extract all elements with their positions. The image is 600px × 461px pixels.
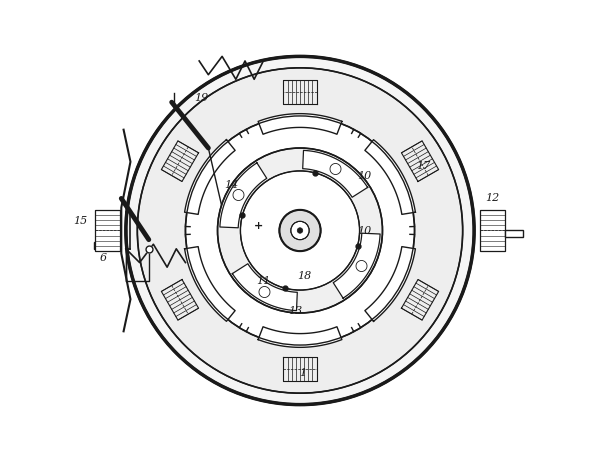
Circle shape [291, 221, 309, 240]
Text: 13: 13 [288, 306, 302, 316]
Circle shape [241, 171, 359, 290]
Circle shape [218, 148, 382, 313]
Text: +: + [254, 221, 263, 231]
Polygon shape [258, 114, 342, 134]
Text: 11: 11 [256, 276, 271, 286]
Bar [505, 230, 523, 237]
Polygon shape [333, 233, 380, 298]
Text: 19: 19 [194, 93, 209, 103]
Circle shape [185, 116, 415, 345]
Polygon shape [302, 150, 368, 197]
Circle shape [137, 68, 463, 393]
Text: 1: 1 [299, 367, 306, 378]
Text: 12: 12 [485, 194, 500, 203]
Circle shape [126, 56, 474, 405]
Polygon shape [232, 264, 298, 311]
Polygon shape [365, 247, 415, 321]
Polygon shape [185, 247, 235, 321]
Polygon shape [258, 327, 342, 347]
Text: 17: 17 [416, 161, 431, 171]
Polygon shape [220, 163, 267, 228]
Polygon shape [365, 140, 415, 214]
Text: 6: 6 [100, 253, 107, 263]
Text: 10: 10 [357, 171, 371, 181]
Circle shape [297, 228, 303, 233]
Bar [95, 210, 120, 251]
Text: 15: 15 [73, 216, 87, 226]
Text: 10: 10 [357, 225, 371, 236]
Text: 14: 14 [224, 180, 238, 189]
Circle shape [280, 210, 320, 251]
Bar [480, 210, 505, 251]
Polygon shape [185, 140, 235, 214]
Text: 18: 18 [298, 272, 312, 281]
Bar [94, 242, 112, 249]
